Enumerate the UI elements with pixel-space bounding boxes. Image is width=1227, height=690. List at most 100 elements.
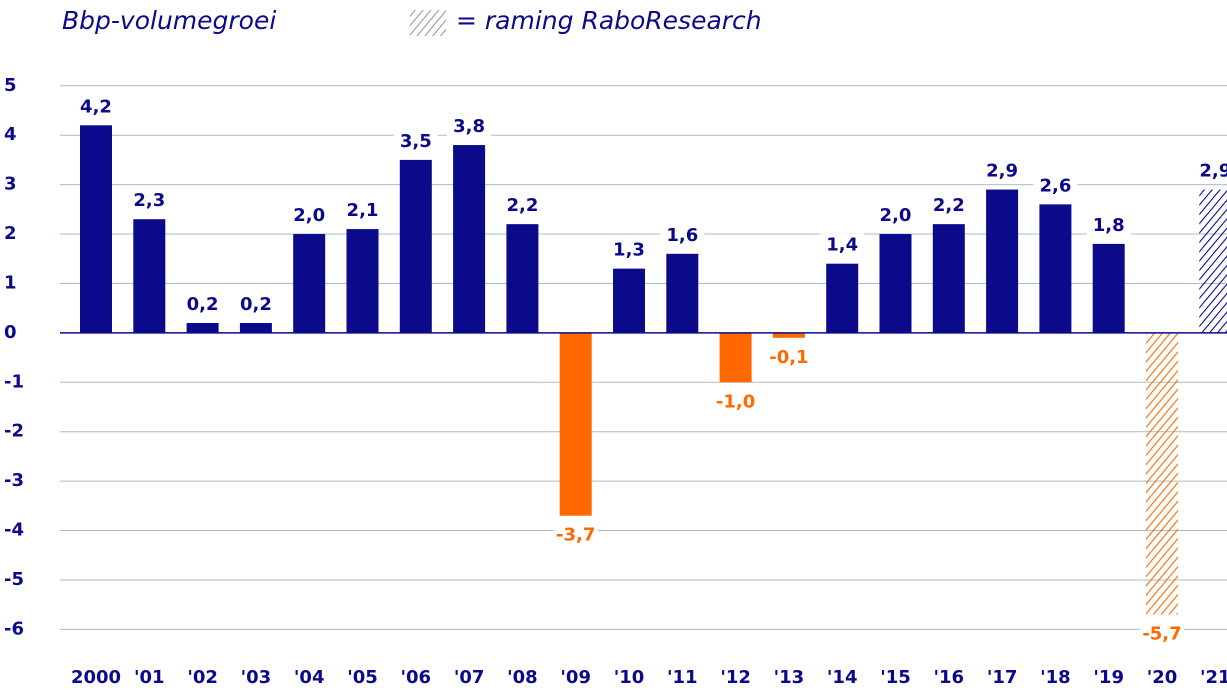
y-tick-label: -3 <box>4 470 24 491</box>
x-tick-label: '16 <box>934 667 965 688</box>
y-tick-label: 2 <box>4 223 17 244</box>
value-label: 1,3 <box>613 240 645 261</box>
y-tick-label: 0 <box>4 322 17 343</box>
bar <box>1039 204 1072 333</box>
value-label-bg <box>74 95 118 120</box>
value-label: 2,3 <box>133 190 165 211</box>
bar <box>186 322 219 333</box>
y-tick-label: -1 <box>4 371 24 392</box>
value-label: 3,5 <box>400 131 432 152</box>
value-label: 2,9 <box>986 161 1018 182</box>
x-tick-label: '02 <box>187 667 218 688</box>
bar <box>772 332 805 338</box>
value-label: -1,0 <box>716 391 755 412</box>
x-tick-label: '08 <box>507 667 538 688</box>
bar <box>559 332 592 516</box>
bar <box>1199 189 1227 333</box>
y-tick-label: 4 <box>4 124 17 145</box>
x-tick-label: '20 <box>1147 667 1178 688</box>
value-label-bg <box>820 233 865 258</box>
value-label: 0,2 <box>240 294 272 315</box>
legend-text: = raming RaboResearch <box>456 6 762 35</box>
value-label: 2,2 <box>933 195 965 216</box>
bar <box>932 224 965 333</box>
value-label: -0,1 <box>769 347 808 368</box>
y-tick-label: 3 <box>4 174 17 195</box>
bar <box>719 332 752 383</box>
bar <box>453 145 486 333</box>
bar <box>986 189 1019 333</box>
x-tick-label: '17 <box>987 667 1018 688</box>
value-label-bg <box>393 129 438 154</box>
y-tick-label: -5 <box>4 569 24 590</box>
value-label: 2,1 <box>347 200 379 221</box>
value-label-bg <box>233 292 278 317</box>
value-label: 0,2 <box>187 294 219 315</box>
value-label: 2,0 <box>293 205 325 226</box>
value-label: 2,6 <box>1039 175 1071 196</box>
value-label: -5,7 <box>1142 624 1181 645</box>
bar <box>80 125 112 333</box>
value-label-bg <box>607 238 651 263</box>
x-tick-label: '11 <box>667 667 698 688</box>
x-tick-label: '21 <box>1200 667 1227 688</box>
value-label-bg <box>553 523 598 548</box>
value-label-bg <box>287 204 332 229</box>
bar <box>239 322 272 333</box>
y-tick-label: -2 <box>4 421 24 442</box>
bar <box>1146 332 1178 615</box>
value-label-bg <box>766 345 811 370</box>
x-tick-label: '03 <box>241 667 272 688</box>
value-label: 1,4 <box>826 235 858 256</box>
x-tick-label: '04 <box>294 667 325 688</box>
x-tick-label: '10 <box>614 667 645 688</box>
bar <box>666 253 699 333</box>
x-tick-label: '06 <box>401 667 432 688</box>
y-tick-label: 5 <box>4 75 17 96</box>
value-label-bg <box>713 390 758 415</box>
value-label-bg <box>127 189 172 214</box>
value-label: 2,0 <box>880 205 912 226</box>
x-tick-label: '01 <box>134 667 165 688</box>
value-label: 1,6 <box>666 225 698 246</box>
bar <box>133 219 166 333</box>
value-label-bg <box>926 194 971 219</box>
x-tick-label: '14 <box>827 667 858 688</box>
value-label-bg <box>660 223 705 248</box>
bar <box>346 229 379 333</box>
x-tick-label: '15 <box>880 667 911 688</box>
value-label-bg <box>1086 213 1131 238</box>
value-label: 2,9 <box>1199 161 1227 182</box>
x-tick-label: '12 <box>720 667 751 688</box>
bar <box>506 224 539 333</box>
bar <box>399 159 432 333</box>
value-label-bg <box>1193 159 1227 184</box>
value-label-bg <box>500 194 545 219</box>
bar <box>826 263 859 333</box>
x-tick-label: '19 <box>1093 667 1124 688</box>
x-tick-label: '09 <box>560 667 591 688</box>
x-tick-label: '18 <box>1040 667 1071 688</box>
x-tick-label: '13 <box>774 667 805 688</box>
value-label: -3,7 <box>556 525 595 546</box>
x-tick-label: '05 <box>347 667 378 688</box>
value-label-bg <box>1140 622 1184 647</box>
value-label: 4,2 <box>80 96 112 117</box>
bar <box>1092 243 1125 333</box>
y-tick-label: -4 <box>4 520 24 541</box>
x-tick-label: 2000 <box>71 667 121 688</box>
value-label: 2,2 <box>506 195 538 216</box>
value-label: 1,8 <box>1093 215 1125 236</box>
bar <box>879 234 912 333</box>
chart-title: Bbp-volumegroei <box>62 6 276 35</box>
legend-swatch <box>410 10 446 36</box>
y-tick-label: 1 <box>4 272 17 293</box>
bar <box>293 234 326 333</box>
value-label-bg <box>340 199 385 224</box>
x-tick-label: '07 <box>454 667 485 688</box>
bar <box>613 268 645 333</box>
value-label-bg <box>1033 174 1078 199</box>
value-label-bg <box>180 292 225 317</box>
value-label-bg <box>980 159 1025 184</box>
